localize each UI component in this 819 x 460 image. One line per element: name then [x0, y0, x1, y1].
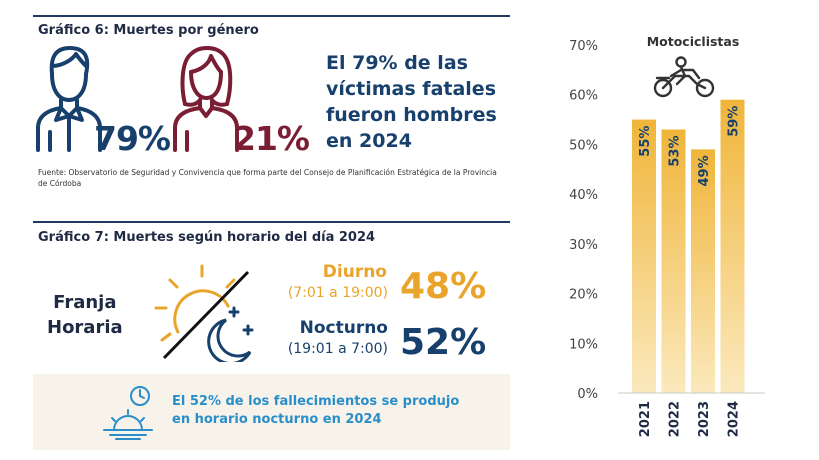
clock-sunset-icon — [103, 386, 153, 440]
sun-moon-icon — [154, 264, 254, 362]
bar-value-label: 55% — [638, 126, 653, 157]
day-label: Diurno — [322, 262, 387, 282]
day-range: (7:01 a 19:00) — [287, 285, 388, 301]
bar-value-label: 59% — [727, 106, 742, 137]
x-tick-label: 2021 — [638, 401, 653, 437]
callout-text: El 52% de los fallecimientos se produjo … — [172, 393, 459, 429]
bar-2024 — [720, 99, 745, 393]
female-percentage: 21% — [233, 119, 310, 158]
chart-title: Motociclistas — [646, 34, 740, 49]
callout-box — [33, 374, 510, 450]
callout-line1: El 52% de los fallecimientos se produjo — [172, 394, 460, 409]
y-tick-label: 40% — [569, 188, 598, 203]
y-tick-label: 10% — [569, 337, 598, 352]
franja-horaria-label: Franja Horaria — [47, 290, 123, 340]
woman-icon — [173, 46, 239, 152]
night-range: (19:01 a 7:00) — [287, 341, 388, 357]
callout-line2: en horario nocturno en 2024 — [172, 412, 382, 427]
x-tick-label: 2024 — [727, 401, 742, 437]
male-percentage: 79% — [94, 119, 171, 158]
night-label: Nocturno — [299, 318, 388, 338]
bar-value-label: 49% — [697, 155, 712, 186]
bar-2023 — [691, 149, 715, 393]
moon-icon — [207, 306, 254, 362]
y-tick-label: 70% — [569, 39, 598, 54]
gender-headline: El 79% de las víctimas fatales fueron ho… — [326, 52, 497, 152]
night-percentage: 52% — [400, 322, 487, 363]
man-icon — [36, 46, 102, 152]
section-rule-top — [33, 15, 510, 17]
motorcycle-icon — [653, 56, 715, 98]
gender-chart-title: Gráfico 6: Muertes por género — [38, 23, 259, 38]
source-note: Fuente: Observatorio de Seguridad y Conv… — [38, 168, 497, 188]
franja-label-line2: Horaria — [47, 317, 123, 338]
sun-icon — [154, 264, 236, 342]
bar-chart: 0% 10% 20% 30% 40% 50% 60% 70% 55% 53% 49% 59% 202… — [569, 39, 765, 437]
y-tick-label: 30% — [569, 238, 598, 253]
y-tick-label: 0% — [577, 387, 598, 402]
bar-2021 — [632, 119, 656, 394]
franja-label-line1: Franja — [53, 292, 117, 313]
x-tick-label: 2023 — [697, 401, 712, 437]
x-tick-label: 2022 — [668, 401, 683, 437]
y-tick-label: 60% — [569, 89, 598, 104]
section-rule-middle — [33, 221, 510, 223]
divider-slash-icon — [162, 270, 250, 360]
day-percentage: 48% — [400, 266, 487, 307]
bar-value-label: 53% — [668, 136, 683, 167]
time-chart-title: Gráfico 7: Muertes según horario del día… — [38, 230, 376, 245]
bar-2022 — [661, 129, 686, 393]
y-tick-label: 20% — [569, 288, 598, 303]
y-tick-label: 50% — [569, 138, 598, 153]
